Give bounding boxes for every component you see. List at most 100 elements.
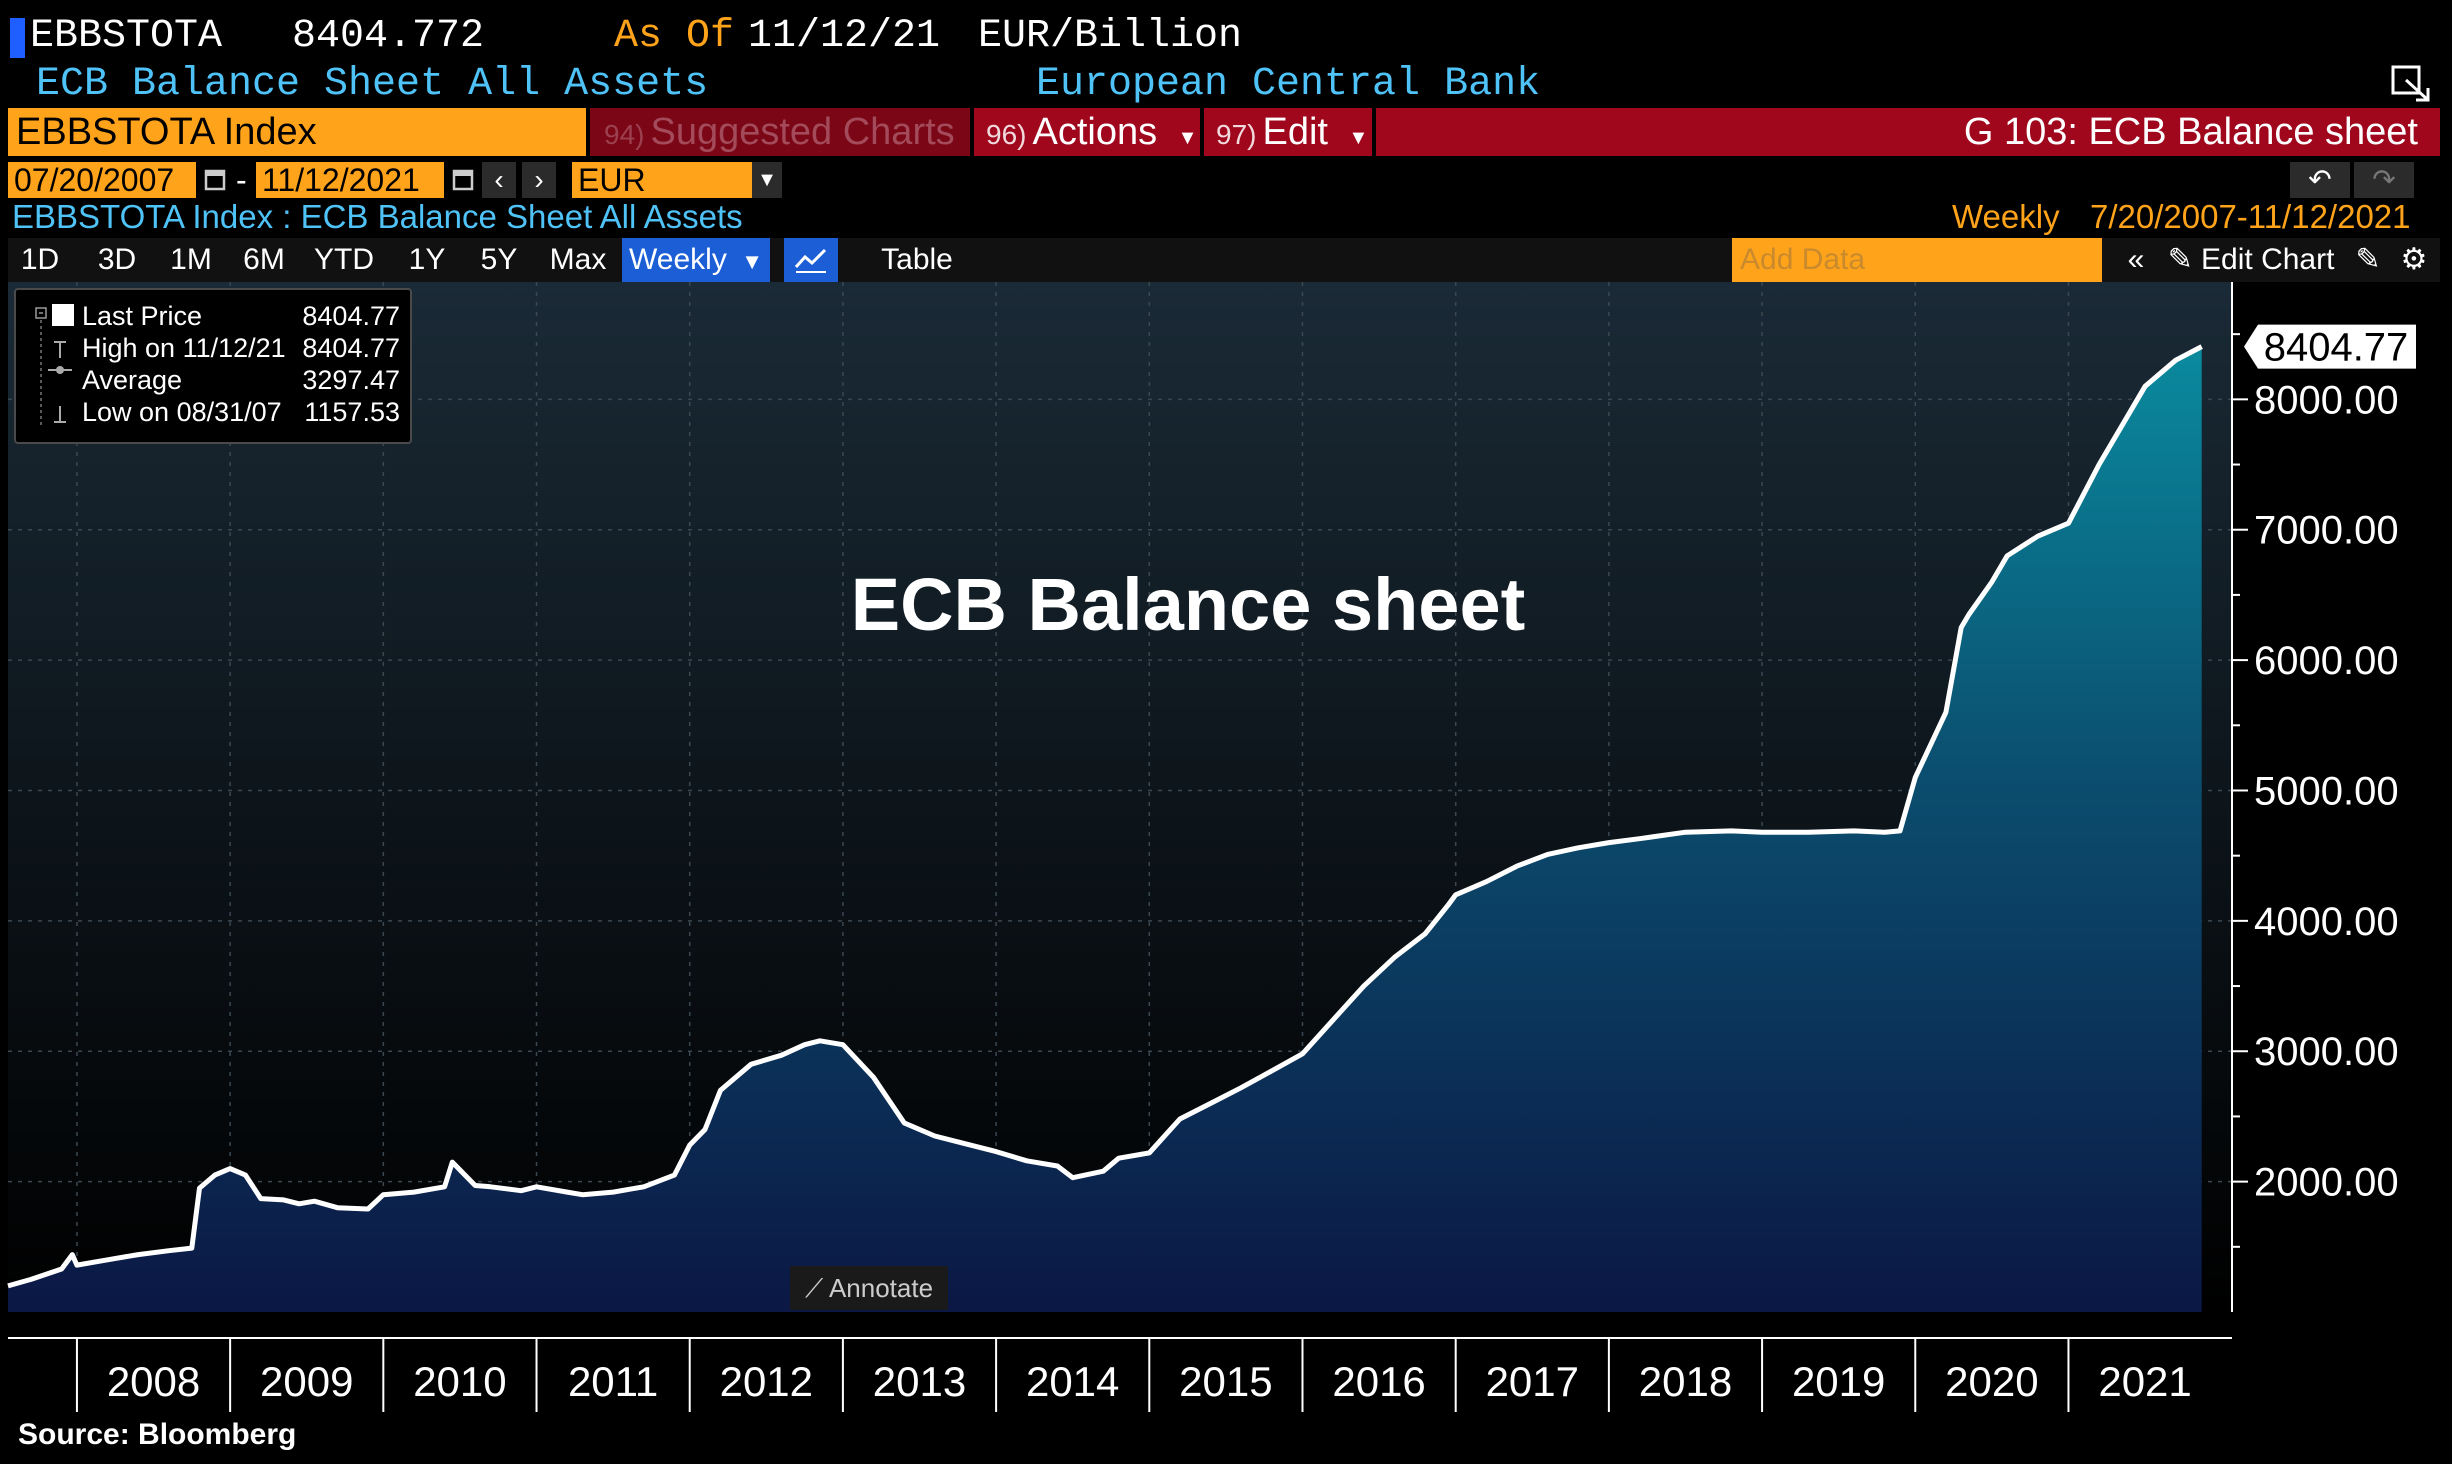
- legend-value: 1157.53: [304, 397, 400, 427]
- edit-label: Edit: [1262, 111, 1328, 153]
- y-tick-label: 6000.00: [2254, 639, 2399, 683]
- y-axis: 2000.00 3000.00 4000.00 5000.00 6000.00 7000.…: [2231, 282, 2399, 1312]
- collapse-icon[interactable]: «: [2127, 243, 2145, 276]
- pencil-icon: ✎: [2167, 243, 2193, 276]
- actions-dropdown-icon: ▼: [1177, 127, 1198, 149]
- y-tick-label: 5000.00: [2254, 769, 2399, 813]
- suggested-charts-button[interactable]: 94) Suggested Charts: [590, 108, 970, 156]
- x-tick-label: 2020: [1945, 1358, 2038, 1405]
- y-tick-label: 4000.00: [2254, 900, 2399, 944]
- period-1y[interactable]: 1Y: [408, 243, 446, 276]
- as-of-label: As Of: [614, 14, 735, 59]
- legend-tree-lines: [34, 304, 74, 437]
- period-5y[interactable]: 5Y: [480, 243, 518, 276]
- legend[interactable]: Last Price 8404.77 High on 11/12/21 8404…: [14, 288, 412, 444]
- table-button[interactable]: Table: [881, 243, 953, 276]
- start-date-field[interactable]: 07/20/2007: [8, 162, 196, 198]
- legend-row-high: High on 11/12/21 8404.77: [16, 332, 412, 364]
- chart-area: 2000.00 3000.00 4000.00 5000.00 6000.00 7000.…: [7, 282, 2416, 1412]
- chevron-left-icon[interactable]: ‹: [482, 162, 516, 198]
- annotate-button[interactable]: ⟋ Annotate: [790, 1266, 948, 1310]
- date-separator: -: [236, 162, 247, 198]
- redo-icon[interactable]: ↷: [2354, 162, 2414, 198]
- y-tick-label: 7000.00: [2254, 509, 2399, 553]
- legend-label: High on 11/12/21: [82, 333, 286, 363]
- add-data-input[interactable]: Add Data: [1732, 238, 2102, 282]
- end-date-field[interactable]: 11/12/2021: [256, 162, 444, 198]
- date-range-label: 7/20/2007-11/12/2021: [2090, 198, 2411, 235]
- x-tick-label: 2017: [1486, 1358, 1579, 1405]
- series-area: [8, 346, 2202, 1313]
- period-bar: 1D 3D 1M 6M YTD 1Y 5Y Max Weekly ▼ Table…: [8, 238, 2440, 282]
- toolbar: EBBSTOTA Index 94) Suggested Charts 96) Ac…: [8, 108, 2440, 156]
- actions-menu[interactable]: 96) Actions ▼: [974, 108, 1200, 156]
- start-date-text: 07/20/2007: [14, 162, 175, 198]
- legend-label: Average: [82, 365, 183, 395]
- legend-row-low: Low on 08/31/07 1157.53: [16, 396, 412, 428]
- period-3d[interactable]: 3D: [97, 243, 137, 276]
- y-tick-label: 8000.00: [2254, 378, 2399, 422]
- suggested-charts-number: 94): [604, 119, 645, 150]
- x-tick-label: 2018: [1639, 1358, 1732, 1405]
- x-tick-label: 2010: [413, 1358, 506, 1405]
- security-field-text: EBBSTOTA Index: [16, 111, 317, 153]
- x-tick-label: 2015: [1179, 1358, 1272, 1405]
- ticker: EBBSTOTA: [30, 14, 223, 59]
- chart-title: ECB Balance sheet: [851, 563, 1526, 646]
- last-value: 8404.772: [292, 14, 485, 59]
- line-chart-icon[interactable]: [784, 238, 838, 282]
- end-date-text: 11/12/2021: [262, 162, 420, 198]
- annotate-pencil-icon: ⟋: [804, 1273, 824, 1303]
- actions-label: Actions: [1032, 111, 1158, 153]
- period-1d[interactable]: 1D: [20, 243, 60, 276]
- edit-dropdown-icon: ▼: [1348, 127, 1369, 149]
- x-tick-label: 2011: [568, 1358, 658, 1405]
- chevron-right-icon[interactable]: ›: [522, 162, 556, 198]
- legend-value: 8404.77: [302, 301, 400, 331]
- source-organization: European Central Bank: [1036, 62, 1541, 107]
- legend-swatch: [52, 304, 74, 326]
- chevron-down-icon: ▼: [741, 249, 763, 274]
- gear-icon[interactable]: ⚙: [2400, 243, 2428, 276]
- as-of-date: 11/12/21: [748, 14, 941, 59]
- annotate-label: Annotate: [828, 1273, 934, 1303]
- frequency-dropdown[interactable]: Weekly ▼: [622, 238, 770, 282]
- last-price-tag-bg: [2244, 324, 2416, 369]
- period-1m[interactable]: 1M: [170, 243, 212, 276]
- x-tick-label: 2016: [1332, 1358, 1425, 1405]
- popout-icon[interactable]: [2390, 64, 2432, 104]
- legend-row-average: Average 3297.47: [16, 364, 412, 396]
- y-tick-label: 2000.00: [2254, 1161, 2399, 1205]
- suggested-charts-label: Suggested Charts: [650, 111, 955, 153]
- edit-menu[interactable]: 97) Edit ▼: [1204, 108, 1372, 156]
- frequency-label: Weekly: [1952, 198, 2060, 235]
- x-tick-label: 2012: [720, 1358, 813, 1405]
- legend-label: Low on 08/31/07: [82, 397, 282, 427]
- page-title: G 103: ECB Balance sheet: [1963, 111, 2418, 153]
- y-tick-label: 3000.00: [2254, 1030, 2399, 1074]
- chevron-down-icon[interactable]: ▼: [752, 162, 782, 198]
- currency-select[interactable]: EUR: [572, 162, 752, 198]
- last-price-tag: 8404.77: [2244, 324, 2416, 370]
- undo-icon[interactable]: ↶: [2290, 162, 2350, 198]
- period-max[interactable]: Max: [549, 243, 607, 276]
- series-line: [7, 344, 2203, 1289]
- x-axis: 2008 2009 2010 2011 2012 2013 2014 2015 2016 2017…: [8, 1337, 2232, 1412]
- legend-row-last: Last Price 8404.77: [16, 300, 412, 332]
- calendar-icon[interactable]: [452, 165, 474, 193]
- header-row: EBBSTOTA 8404.772 As Of 11/12/21 EUR/Bil…: [0, 0, 2452, 62]
- edit-chart-button[interactable]: ✎ Edit Chart: [2162, 238, 2340, 282]
- period-6m[interactable]: 6M: [243, 243, 285, 276]
- series-description: ECB Balance Sheet All Assets: [36, 62, 709, 107]
- chart-options-icon[interactable]: ✎: [2355, 243, 2381, 276]
- edit-chart-label: Edit Chart: [2201, 243, 2335, 276]
- actions-number: 96): [986, 119, 1027, 150]
- calendar-icon[interactable]: [204, 165, 226, 193]
- security-field[interactable]: EBBSTOTA Index: [8, 108, 586, 156]
- last-price-tag-label: 8404.77: [2264, 326, 2409, 370]
- page-title-bar: G 103: ECB Balance sheet: [1376, 108, 2440, 156]
- period-ytd[interactable]: YTD: [314, 243, 374, 276]
- x-tick-label: 2014: [1026, 1358, 1119, 1405]
- edit-number: 97): [1216, 119, 1257, 150]
- currency-text: EUR: [578, 162, 646, 198]
